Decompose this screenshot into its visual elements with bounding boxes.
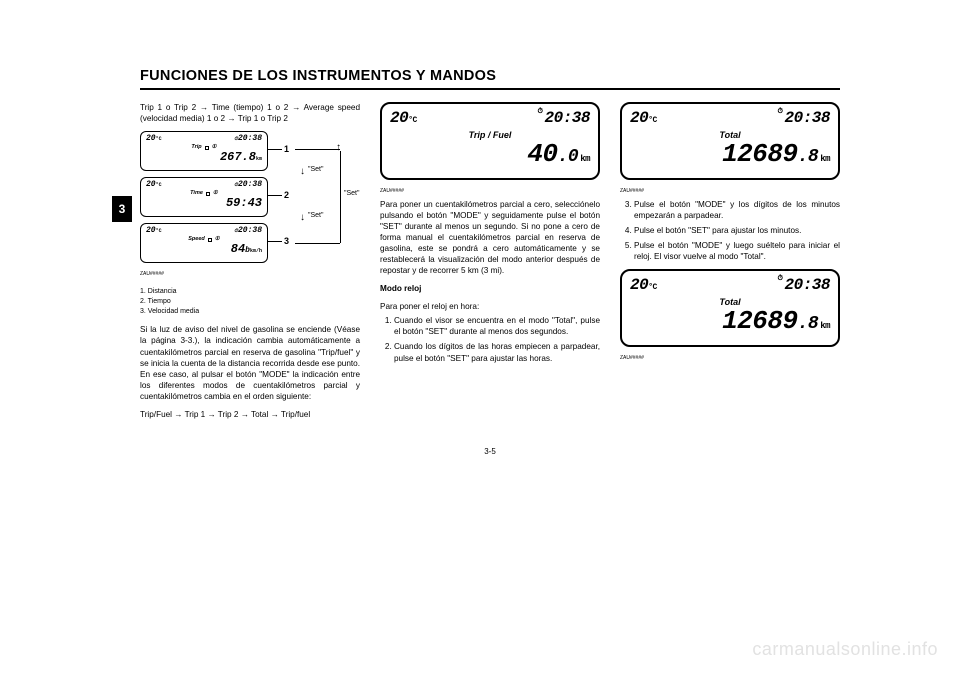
figure-ref: ZAU#####: [380, 188, 600, 195]
figure-ref: ZAU#####: [620, 188, 840, 195]
lcd-total-2: 20°C ⏱20:38 Total 12689.8km: [620, 269, 840, 347]
step-item: Pulse el botón "SET" para ajustar los mi…: [634, 225, 840, 236]
page-title: FUNCIONES DE LOS INSTRUMENTOS Y MANDOS: [140, 68, 840, 84]
step-item: Pulse el botón "MODE" y los dígitos de l…: [634, 199, 840, 221]
arrow-up-icon: ↑: [336, 143, 341, 153]
step-item: Pulse el botón "MODE" y luego suéltelo p…: [634, 240, 840, 262]
chapter-tab: 3: [112, 196, 132, 222]
set-label: "Set": [308, 165, 323, 174]
column-2: 20°C ⏱20:38 Trip / Fuel 40.0km ZAU##### …: [380, 102, 600, 427]
lcd-time: 20°C⏱20:38 Time① 59:43: [140, 177, 268, 217]
subhead-modo-reloj: Modo reloj: [380, 283, 600, 294]
manual-page: 3 FUNCIONES DE LOS INSTRUMENTOS Y MANDOS…: [140, 68, 840, 598]
callout-2: 2: [284, 189, 289, 201]
lcd-tripfuel: 20°C ⏱20:38 Trip / Fuel 40.0km: [380, 102, 600, 180]
figure-ref: ZAU#####: [620, 355, 840, 362]
col1-para3: Trip/Fuel → Trip 1 → Trip 2 → Total → Tr…: [140, 409, 360, 420]
column-3: 20°C ⏱20:38 Total 12689.8km ZAU##### Pul…: [620, 102, 840, 427]
lcd-total-1: 20°C ⏱20:38 Total 12689.8km: [620, 102, 840, 180]
lcd-speed: 20°C⏱20:38 Speed① 84bkm/h: [140, 223, 268, 263]
page-header: FUNCIONES DE LOS INSTRUMENTOS Y MANDOS: [140, 68, 840, 90]
watermark: carmanualsonline.info: [752, 639, 938, 660]
page-number: 3-5: [140, 447, 840, 456]
col3-steps: Pulse el botón "MODE" y los dígitos de l…: [620, 199, 840, 262]
col2-steps: Cuando el visor se encuentra en el modo …: [380, 315, 600, 363]
set-label: "Set": [344, 189, 359, 198]
step-item: Cuando los dígitos de las horas empiecen…: [394, 341, 600, 363]
column-1: Trip 1 o Trip 2 → Time (tiempo) 1 o 2 → …: [140, 102, 360, 427]
set-label: "Set": [308, 211, 323, 220]
step-item: Cuando el visor se encuentra en el modo …: [394, 315, 600, 337]
col2-para1: Para poner un cuentakilómetros parcial a…: [380, 199, 600, 276]
content-columns: Trip 1 o Trip 2 → Time (tiempo) 1 o 2 → …: [140, 102, 840, 427]
arrow-down-icon: ↓: [300, 213, 305, 223]
col1-para2: Si la luz de aviso del nivel de gasolina…: [140, 324, 360, 401]
callout-1: 1: [284, 143, 289, 155]
callout-3: 3: [284, 235, 289, 247]
lcd-trip: 20°C⏱20:38 Trip① 267.8km: [140, 131, 268, 171]
arrow-down-icon: ↓: [300, 167, 305, 177]
figure-mode-cycle: 20°C⏱20:38 Trip① 267.8km 20°C⏱20:38 Time…: [140, 131, 360, 281]
col2-para2: Para poner el reloj en hora:: [380, 301, 600, 312]
figure-caption: 1. Distancia 2. Tiempo 3. Velocidad medi…: [140, 287, 360, 316]
figure-ref: ZAU#####: [140, 271, 164, 278]
col1-intro: Trip 1 o Trip 2 → Time (tiempo) 1 o 2 → …: [140, 102, 360, 124]
